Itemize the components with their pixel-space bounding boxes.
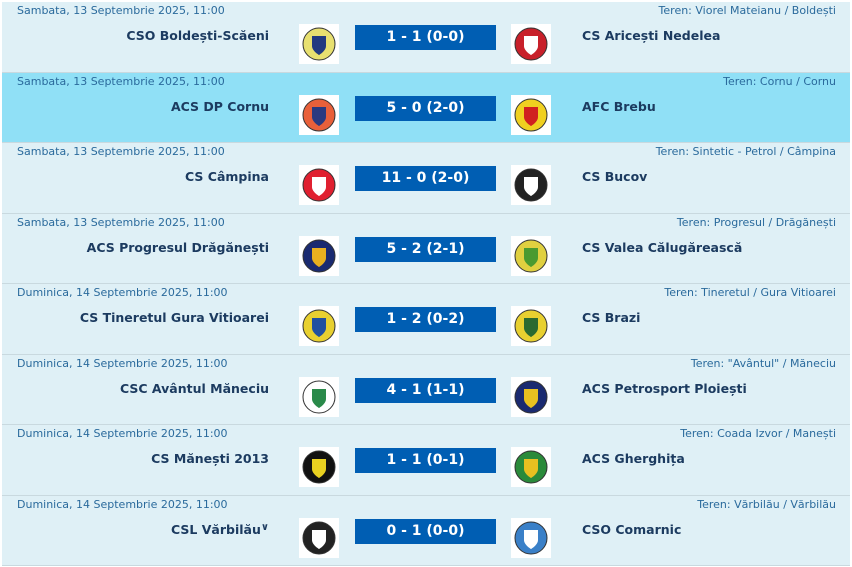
match-venue: Teren: "Avântul" / Măneciu <box>690 356 836 370</box>
away-team-name[interactable]: ACS Petrosport Ploiești <box>582 380 747 396</box>
home-team-logo[interactable] <box>299 165 339 205</box>
match-row[interactable]: Sambata, 13 Septembrie 2025, 11:00 Teren… <box>2 213 850 284</box>
home-team-name[interactable]: CSC Avântul Măneciu <box>120 381 269 396</box>
match-score[interactable]: 4 - 1 (1-1) <box>355 377 496 403</box>
match-date: Sambata, 13 Septembrie 2025, 11:00 <box>17 4 225 17</box>
match-venue: Teren: Viorel Mateianu / Boldești <box>658 4 836 17</box>
home-team-label: ACS Progresul Drăgănești <box>86 239 269 255</box>
home-team-logo[interactable] <box>299 94 339 135</box>
match-venue: Teren: Progresul / Drăgănești <box>676 215 836 229</box>
match-venue: Teren: Sintetic - Petrol / Câmpina <box>655 145 836 158</box>
match-date: Sambata, 13 Septembrie 2025, 11:00 <box>17 74 225 88</box>
home-team-label: CSC Avântul Măneciu <box>120 380 269 396</box>
match-row[interactable]: Duminica, 14 Septembrie 2025, 11:00 Tere… <box>2 495 850 566</box>
home-team-label: CS Mănești 2013 <box>151 451 269 466</box>
home-team-label: ACS DP Cornu <box>170 98 269 114</box>
match-date: Duminica, 14 Septembrie 2025, 11:00 <box>17 497 228 511</box>
match-venue: Teren: Vărbilău / Vărbilău <box>697 497 836 511</box>
match-venue: Teren: Coada Izvor / Manești <box>680 427 836 440</box>
home-team-logo[interactable] <box>299 235 339 276</box>
away-team-name[interactable]: CS Aricești Nedelea <box>582 28 721 43</box>
home-team-name[interactable]: ACS DP Cornu <box>171 99 269 114</box>
away-team-name[interactable]: CS Valea Călugărească <box>582 239 743 255</box>
away-team-logo[interactable] <box>511 306 551 346</box>
home-team-name[interactable]: ACS Progresul Drăgănești <box>87 240 269 255</box>
match-score[interactable]: 1 - 1 (0-1) <box>355 448 496 473</box>
away-team-logo[interactable] <box>511 376 551 417</box>
away-team-name[interactable]: AFC Brebu <box>582 98 656 114</box>
away-team-logo[interactable] <box>511 24 551 64</box>
match-venue: Teren: Cornu / Cornu <box>723 74 836 88</box>
away-team-name[interactable]: ACS Gherghița <box>582 451 685 466</box>
home-team-logo[interactable] <box>299 447 339 487</box>
home-team-label: CSO Boldești-Scăeni <box>126 28 269 43</box>
away-team-name[interactable]: CS Bucov <box>582 169 648 184</box>
match-date: Sambata, 13 Septembrie 2025, 11:00 <box>17 215 225 229</box>
away-team-name[interactable]: CS Brazi <box>582 310 641 325</box>
home-team-label: CS Tineretul Gura Vitioarei <box>79 310 269 325</box>
match-score[interactable]: 5 - 0 (2-0) <box>355 95 496 121</box>
home-team-name[interactable]: CSL Vărbilău∨ <box>171 522 269 537</box>
home-team-name[interactable]: CS Câmpina <box>185 169 269 184</box>
match-score[interactable]: 0 - 1 (0-0) <box>355 518 496 544</box>
match-date: Duminica, 14 Septembrie 2025, 11:00 <box>17 286 228 299</box>
match-date: Sambata, 13 Septembrie 2025, 11:00 <box>17 145 225 158</box>
match-score[interactable]: 11 - 0 (2-0) <box>355 166 496 191</box>
match-venue: Teren: Tineretul / Gura Vitioarei <box>664 286 836 299</box>
match-row[interactable]: Sambata, 13 Septembrie 2025, 11:00 Teren… <box>2 2 850 73</box>
away-team-logo[interactable] <box>511 447 551 487</box>
match-row[interactable]: Sambata, 13 Septembrie 2025, 11:00 Teren… <box>2 143 850 214</box>
match-date: Duminica, 14 Septembrie 2025, 11:00 <box>17 427 228 440</box>
chevron-down-icon[interactable]: ∨ <box>260 521 269 533</box>
home-team-logo[interactable] <box>299 517 339 558</box>
home-team-label: CSL Vărbilău <box>171 521 261 537</box>
away-team-logo[interactable] <box>511 235 551 276</box>
home-team-name[interactable]: CS Tineretul Gura Vitioarei <box>80 310 269 325</box>
home-team-name[interactable]: CSO Boldești-Scăeni <box>126 28 269 43</box>
away-team-name[interactable]: CSO Comarnic <box>582 521 682 537</box>
match-row[interactable]: Duminica, 14 Septembrie 2025, 11:00 Tere… <box>2 284 850 355</box>
match-row[interactable]: Duminica, 14 Septembrie 2025, 11:00 Tere… <box>2 425 850 496</box>
match-date: Duminica, 14 Septembrie 2025, 11:00 <box>17 356 228 370</box>
home-team-label: CS Câmpina <box>185 169 269 184</box>
away-team-logo[interactable] <box>511 94 551 135</box>
match-score[interactable]: 1 - 1 (0-0) <box>355 25 496 50</box>
home-team-logo[interactable] <box>299 306 339 346</box>
home-team-logo[interactable] <box>299 376 339 417</box>
away-team-logo[interactable] <box>511 517 551 558</box>
home-team-logo[interactable] <box>299 24 339 64</box>
match-row[interactable]: Sambata, 13 Septembrie 2025, 11:00 Teren… <box>2 72 850 143</box>
match-score[interactable]: 1 - 2 (0-2) <box>355 307 496 332</box>
away-team-logo[interactable] <box>511 165 551 205</box>
match-score[interactable]: 5 - 2 (2-1) <box>355 236 496 262</box>
home-team-name[interactable]: CS Mănești 2013 <box>151 451 269 466</box>
match-row[interactable]: Duminica, 14 Septembrie 2025, 11:00 Tere… <box>2 354 850 425</box>
